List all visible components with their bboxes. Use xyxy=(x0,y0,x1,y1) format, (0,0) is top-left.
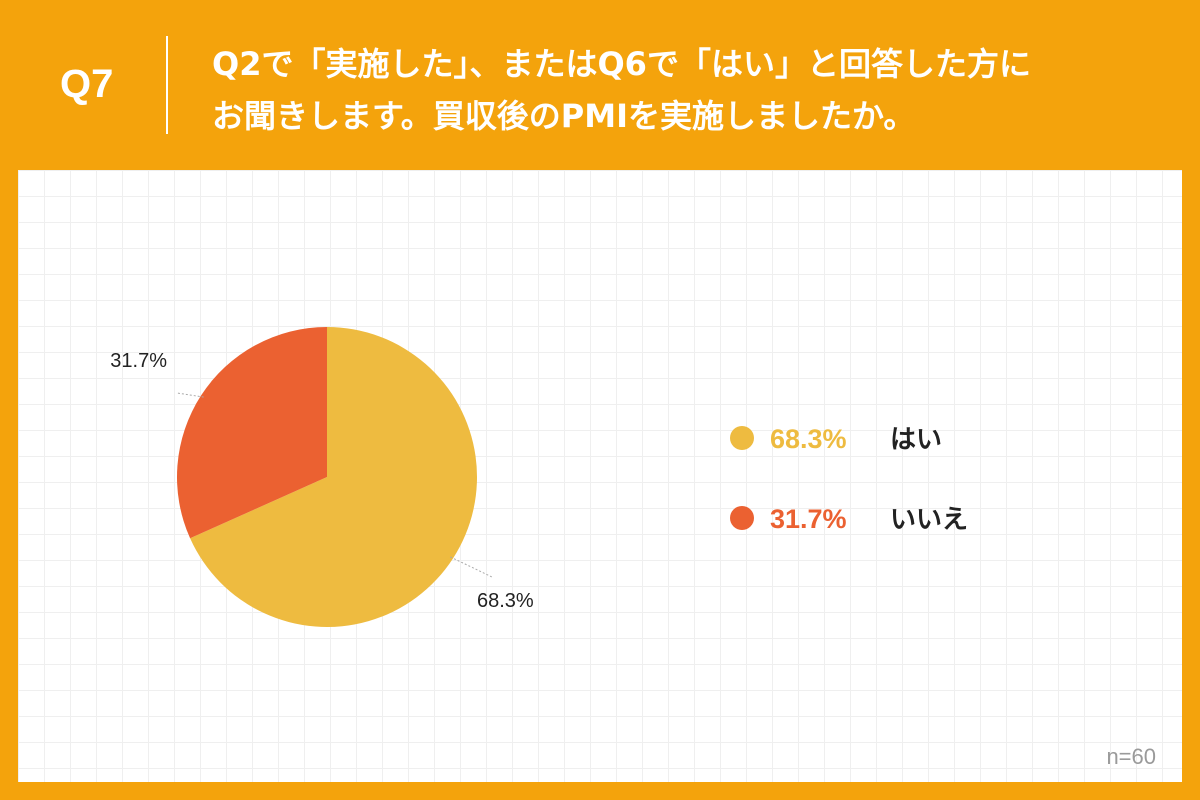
question-text: Q2で「実施した」、またはQ6で「はい」と回答した方に お聞きします。買収後のP… xyxy=(212,38,1172,142)
leader-line-1 xyxy=(450,556,493,578)
question-header: Q7 Q2で「実施した」、またはQ6で「はい」と回答した方に お聞きします。買収… xyxy=(0,0,1200,170)
legend-label-2: いいえ xyxy=(890,505,968,535)
legend-label-1: はい xyxy=(890,425,942,455)
pie-slice-1 xyxy=(190,327,478,628)
header-divider xyxy=(166,36,168,134)
slice-label-1: 68.3% xyxy=(477,590,534,612)
slice-label-2: 31.7% xyxy=(110,350,167,372)
sample-size: n=60 xyxy=(1106,744,1156,769)
question-number: Q7 xyxy=(60,62,114,106)
question-line-1: Q2で「実施した」、またはQ6で「はい」と回答した方に xyxy=(212,45,1031,83)
legend-marker-2 xyxy=(730,506,754,530)
leader-line-2 xyxy=(176,392,204,398)
legend-value-2: 31.7% xyxy=(770,504,847,534)
legend-marker-1 xyxy=(730,426,754,450)
pie-slice-2 xyxy=(177,327,327,539)
chart-panel: 68.3% 31.7% 68.3% はい 31.7% いいえ n=60 xyxy=(18,170,1182,782)
pie-chart: 68.3% 31.7% 68.3% はい 31.7% いいえ xyxy=(110,327,968,628)
question-line-2: お聞きします。買収後のPMIを実施しましたか。 xyxy=(212,97,916,135)
legend-value-1: 68.3% xyxy=(770,424,847,454)
